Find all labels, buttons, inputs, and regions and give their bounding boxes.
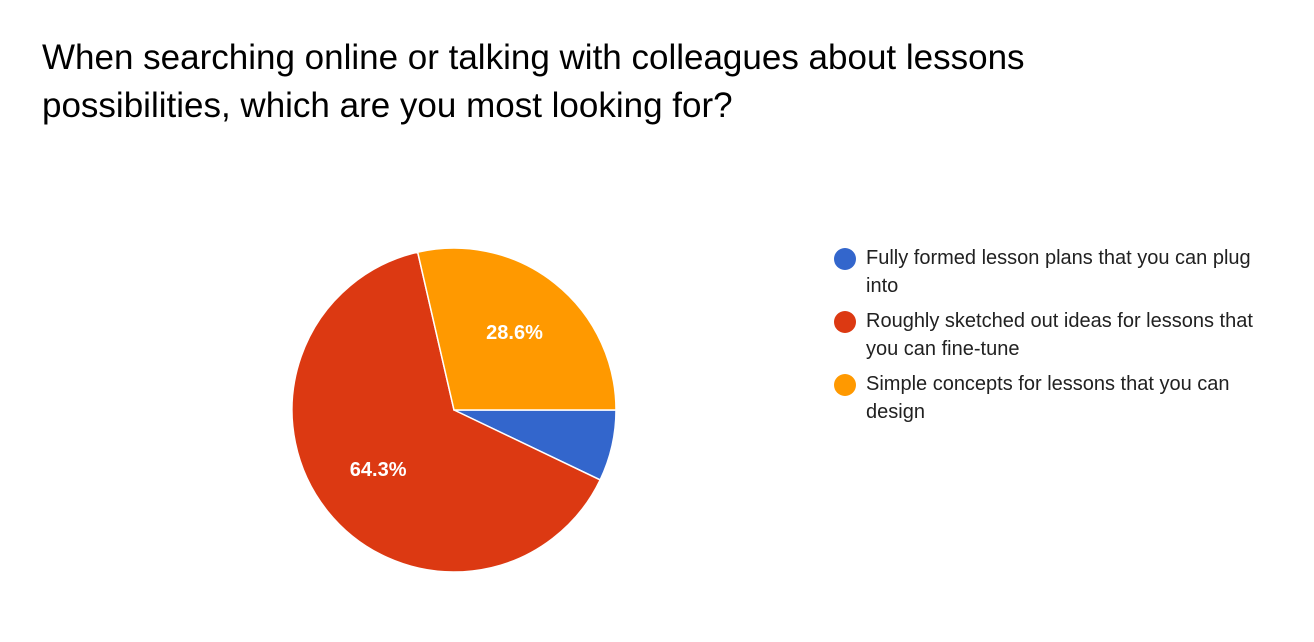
chart-legend: Fully formed lesson plans that you can p… xyxy=(834,244,1254,433)
legend-swatch xyxy=(834,311,856,333)
pie-label-simple-concepts: 28.6% xyxy=(486,322,543,344)
legend-swatch xyxy=(834,248,856,270)
legend-item[interactable]: Simple concepts for lessons that you can… xyxy=(834,370,1254,433)
pie-slice-simple-concepts[interactable] xyxy=(416,247,617,411)
legend-swatch xyxy=(834,374,856,396)
chart-title: When searching online or talking with co… xyxy=(42,38,1025,125)
legend-label: Simple concepts for lessons that you can… xyxy=(866,373,1230,423)
legend-label: Roughly sketched out ideas for lessons t… xyxy=(866,310,1253,360)
legend-item[interactable]: Fully formed lesson plans that you can p… xyxy=(834,244,1254,307)
legend-item[interactable]: Roughly sketched out ideas for lessons t… xyxy=(834,307,1254,370)
pie-slice-roughly-sketched[interactable] xyxy=(291,251,602,573)
legend-label: Fully formed lesson plans that you can p… xyxy=(866,247,1251,297)
pie-label-roughly-sketched: 64.3% xyxy=(350,459,407,481)
